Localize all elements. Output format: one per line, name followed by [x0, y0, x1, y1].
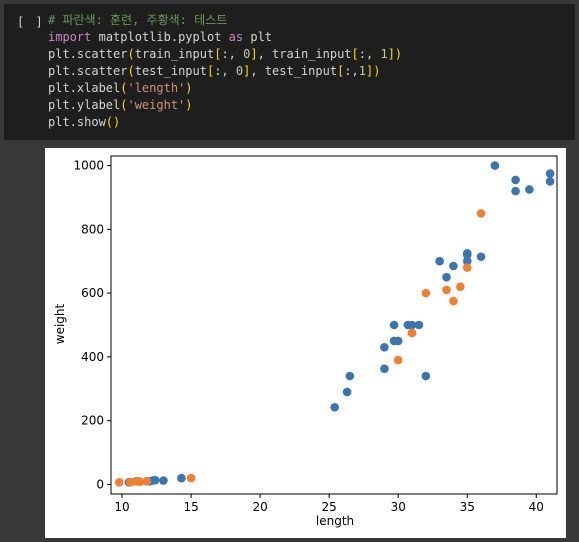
test-point	[449, 296, 458, 306]
code-editor[interactable]: [ ] # 파란색: 훈련, 주황색: 테스트 import matplotli…	[4, 4, 575, 140]
y-tick-label: 1000	[73, 159, 104, 173]
test-point	[142, 476, 152, 486]
run-cell-button[interactable]: [ ]	[17, 15, 45, 29]
train-point	[511, 175, 520, 185]
x-tick-label: 40	[529, 500, 544, 514]
import-keyword: import	[48, 30, 92, 44]
y-tick-label: 800	[81, 222, 104, 236]
train-point	[389, 320, 399, 330]
y-tick-label: 200	[81, 414, 104, 428]
train-point	[462, 250, 472, 260]
train-point	[159, 476, 168, 485]
plot-points	[114, 161, 555, 487]
cell-output: 10 15 20 25 30 35 40 0 200 400 600 800 1000 length w…	[45, 148, 566, 538]
test-point	[456, 282, 465, 292]
code-line-ylabel: plt.ylabel('weight')	[48, 98, 193, 112]
test-point	[462, 263, 472, 272]
code-line-show: plt.show()	[48, 115, 121, 129]
x-tick-label: 10	[114, 500, 129, 514]
x-tick-label: 30	[391, 500, 406, 514]
train-point	[380, 343, 389, 352]
train-point	[177, 473, 186, 483]
test-point	[186, 473, 196, 483]
train-point	[393, 336, 403, 346]
train-point	[525, 185, 534, 194]
train-point	[345, 371, 355, 381]
as-keyword: as	[228, 30, 244, 44]
code-line-scatter-train: plt.scatter(train_input[:, 0], train_inp…	[48, 47, 403, 61]
test-point	[114, 477, 124, 487]
x-tick-label: 15	[183, 500, 198, 514]
test-point	[393, 355, 403, 365]
code-line-scatter-test: plt.scatter(test_input[:, 0], test_input…	[48, 64, 381, 78]
test-point	[421, 288, 431, 298]
test-point	[407, 328, 417, 338]
import-alias: plt	[250, 30, 273, 44]
x-tick-label: 25	[322, 500, 337, 514]
import-module: matplotlib.pyplot	[98, 30, 222, 44]
train-point	[380, 364, 389, 373]
train-point	[407, 320, 417, 330]
train-point	[449, 261, 458, 271]
test-point	[476, 209, 486, 218]
code-line-xlabel: plt.xlabel('length')	[48, 81, 193, 95]
train-point	[442, 272, 451, 282]
train-point	[421, 371, 431, 381]
x-axis-label: length	[316, 514, 354, 528]
code-line-import: import matplotlib.pyplot as plt	[48, 30, 272, 44]
y-axis-label: weight	[53, 303, 67, 344]
test-point	[442, 285, 451, 295]
train-point	[330, 402, 339, 412]
y-tick-label: 400	[81, 350, 104, 364]
y-tick-label: 0	[96, 477, 104, 491]
train-point	[414, 320, 424, 330]
train-point	[435, 256, 444, 266]
train-point	[462, 256, 472, 266]
code-text[interactable]: # 파란색: 훈련, 주황색: 테스트 import matplotlib.py…	[48, 12, 402, 131]
y-tick-label: 600	[81, 286, 104, 300]
plot-frame	[110, 155, 558, 495]
train-point	[545, 169, 555, 178]
x-tick-label: 20	[252, 500, 267, 514]
code-comment: # 파란색: 훈련, 주황색: 테스트	[48, 13, 228, 27]
train-point	[476, 252, 486, 262]
x-tick-label: 35	[460, 500, 475, 514]
train-point	[511, 186, 520, 196]
train-point	[342, 387, 352, 397]
train-point	[490, 161, 500, 170]
test-point	[135, 477, 145, 486]
train-point	[545, 177, 555, 186]
